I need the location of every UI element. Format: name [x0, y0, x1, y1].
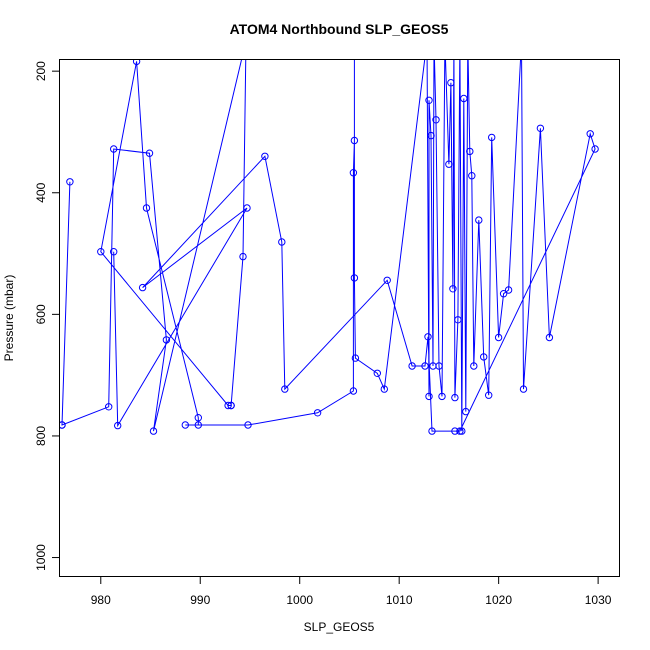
data-point — [504, 286, 513, 294]
data-point — [536, 124, 545, 133]
data-point — [351, 354, 360, 362]
data-point — [431, 38, 437, 44]
data-point — [349, 169, 358, 177]
data-point — [138, 283, 147, 292]
data-point — [519, 385, 528, 393]
data-point — [313, 409, 322, 417]
data-point — [424, 333, 432, 341]
y-axis-label: Pressure (mbar) — [2, 275, 16, 362]
data-point — [451, 38, 457, 44]
data-point — [435, 362, 443, 370]
data-point — [351, 38, 357, 44]
x-tick-label: 980 — [91, 593, 111, 607]
plot-area — [59, 38, 599, 435]
data-point — [281, 385, 289, 393]
data-point — [149, 427, 158, 435]
data-point — [110, 145, 118, 153]
x-axis-label: SLP_GEOS5 — [304, 620, 375, 634]
data-point — [132, 59, 141, 66]
data-point — [591, 145, 599, 153]
data-point — [425, 96, 433, 105]
data-point — [465, 38, 471, 44]
data-point — [162, 336, 171, 344]
data-point — [451, 427, 459, 435]
data-point — [105, 403, 113, 411]
data-point — [110, 248, 118, 256]
data-point — [494, 333, 503, 342]
data-point — [545, 333, 554, 342]
data-point — [470, 362, 478, 370]
data-point — [462, 407, 470, 416]
data-point — [468, 172, 476, 180]
y-tick-label: 600 — [34, 304, 48, 324]
data-point — [586, 130, 594, 138]
y-tick-label: 400 — [34, 182, 48, 202]
y-tick-label: 200 — [34, 61, 48, 81]
data-point — [442, 38, 448, 44]
y-tick-label: 1000 — [34, 544, 48, 571]
plot-frame — [59, 59, 620, 577]
x-tick-label: 1030 — [585, 593, 612, 607]
data-point — [454, 316, 462, 324]
data-point — [145, 149, 154, 157]
data-point — [460, 94, 468, 103]
data-point — [239, 252, 247, 261]
y-tick-label: 800 — [34, 426, 48, 446]
data-point — [142, 204, 151, 212]
data-point — [227, 401, 235, 410]
data-point — [244, 421, 252, 429]
data-point — [449, 285, 457, 293]
data-point — [447, 79, 455, 87]
data-point — [499, 290, 508, 298]
data-point — [350, 136, 359, 145]
data-point — [438, 392, 446, 401]
data-point — [380, 385, 388, 393]
data-point — [349, 387, 358, 395]
x-axis: 980 990 1000 1010 1020 1030 — [91, 577, 612, 607]
data-point — [181, 421, 190, 429]
data-point — [424, 38, 430, 44]
data-point — [518, 38, 524, 44]
x-tick-label: 1020 — [485, 593, 512, 607]
data-point — [66, 178, 74, 186]
data-point — [456, 427, 464, 435]
data-point — [383, 276, 391, 284]
x-tick-label: 1010 — [386, 593, 413, 607]
data-point — [373, 369, 381, 377]
data-point — [243, 38, 249, 44]
data-point — [466, 147, 474, 156]
data-point — [350, 274, 359, 282]
data-point — [408, 362, 416, 370]
data-point — [427, 131, 435, 140]
data-point — [485, 391, 493, 399]
data-point — [445, 160, 453, 168]
x-tick-label: 990 — [190, 593, 210, 607]
data-point — [97, 248, 105, 256]
data-point — [480, 353, 488, 361]
y-axis: 200 400 600 800 1000 — [34, 61, 59, 571]
chart-title: ATOM4 Northbound SLP_GEOS5 — [230, 21, 449, 37]
data-point — [457, 38, 463, 44]
data-point — [278, 238, 286, 246]
series-line — [61, 59, 596, 432]
data-point — [475, 216, 483, 224]
data-point — [428, 427, 436, 435]
data-point — [432, 116, 440, 124]
data-point — [243, 204, 251, 212]
data-point — [194, 421, 203, 429]
data-point — [421, 362, 429, 370]
data-point — [261, 152, 269, 161]
data-point — [224, 401, 232, 410]
x-tick-label: 1000 — [286, 593, 313, 607]
data-point — [194, 414, 203, 422]
data-point — [114, 421, 122, 430]
data-point — [59, 421, 66, 429]
data-point — [451, 393, 459, 402]
data-point — [488, 133, 496, 142]
data-point — [425, 392, 433, 401]
